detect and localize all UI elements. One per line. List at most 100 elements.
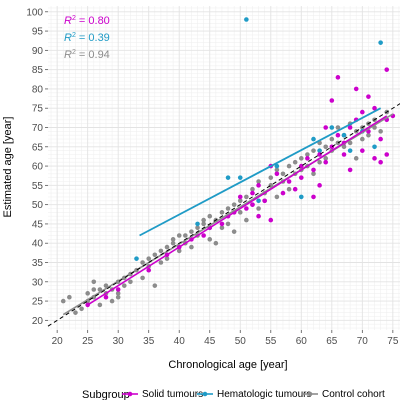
y-tick-label: 75 xyxy=(32,104,44,115)
data-point xyxy=(347,148,353,153)
data-point xyxy=(378,40,383,45)
grid-minor xyxy=(48,6,400,330)
data-point xyxy=(384,67,390,72)
data-point xyxy=(250,186,255,192)
y-tick-label: 30 xyxy=(32,277,44,288)
data-point xyxy=(335,75,341,80)
data-point xyxy=(237,175,243,180)
data-point xyxy=(152,252,158,258)
data-point xyxy=(298,194,304,200)
data-point xyxy=(115,291,121,296)
data-point xyxy=(231,229,237,234)
data-point xyxy=(372,156,377,161)
legend-label: Hematologic tumours xyxy=(217,389,311,400)
data-point xyxy=(121,283,127,288)
data-point xyxy=(201,217,206,223)
data-point xyxy=(140,275,145,281)
data-point xyxy=(353,156,359,161)
data-point xyxy=(164,256,170,261)
x-tick-label: 55 xyxy=(265,336,277,347)
data-point xyxy=(183,233,188,238)
data-point xyxy=(103,283,109,288)
lines-layer xyxy=(47,103,400,327)
data-point xyxy=(256,183,261,188)
data-point xyxy=(347,167,353,173)
y-tick-label: 95 xyxy=(32,27,44,38)
data-point xyxy=(286,163,292,169)
y-tick-label: 35 xyxy=(32,258,44,269)
data-point xyxy=(164,244,170,250)
y-tick-label: 25 xyxy=(32,297,44,308)
data-point xyxy=(115,294,121,300)
y-tick-label: 90 xyxy=(32,46,44,57)
y-tick-label: 70 xyxy=(32,123,44,134)
data-point xyxy=(329,144,335,150)
y-axis-ticks: 20 25 30 35 40 45 50 55 60 65 70 75 80 85 90 95 100 xyxy=(26,7,48,327)
data-point xyxy=(366,94,371,99)
data-point xyxy=(298,175,304,180)
data-point xyxy=(244,206,249,211)
data-point xyxy=(85,291,90,296)
data-point xyxy=(323,159,329,165)
data-point xyxy=(378,136,383,142)
x-tick-label: 65 xyxy=(326,336,338,347)
data-point xyxy=(274,171,280,177)
data-point xyxy=(176,233,182,238)
data-point xyxy=(311,171,316,177)
data-point xyxy=(219,225,225,231)
data-point xyxy=(237,210,243,215)
data-point xyxy=(158,260,164,265)
data-point xyxy=(237,194,243,200)
r2-annotations: R2 = 0.80 R2 = 0.39 R2 = 0.94 xyxy=(64,15,110,61)
data-point xyxy=(341,152,347,157)
data-point xyxy=(329,98,335,103)
r2-annotation: R2 = 0.80 xyxy=(64,15,110,27)
data-point xyxy=(97,302,103,308)
data-point xyxy=(378,159,383,165)
x-axis-ticks: 20 25 30 35 40 45 50 55 60 65 70 75 xyxy=(52,330,399,347)
data-point xyxy=(280,190,286,196)
data-point xyxy=(360,136,365,142)
data-point xyxy=(256,198,261,204)
data-point xyxy=(79,306,84,312)
x-tick-label: 40 xyxy=(174,336,186,347)
x-tick-label: 70 xyxy=(357,336,369,347)
data-point xyxy=(311,136,316,142)
y-tick-label: 20 xyxy=(32,316,44,327)
x-tick-label: 75 xyxy=(387,336,399,347)
data-point xyxy=(317,148,322,153)
data-point xyxy=(384,152,390,157)
legend-title: Subgroup xyxy=(82,389,130,400)
data-point xyxy=(189,244,194,250)
fit-line xyxy=(87,115,388,306)
data-point xyxy=(286,186,292,192)
data-point xyxy=(244,17,249,22)
data-point xyxy=(341,144,347,150)
data-point xyxy=(244,217,249,223)
x-tick-label: 45 xyxy=(204,336,216,347)
data-point xyxy=(353,86,359,92)
data-point xyxy=(335,140,341,146)
data-point xyxy=(366,132,371,138)
data-point xyxy=(201,233,206,238)
data-point xyxy=(195,221,200,227)
data-point xyxy=(311,194,316,200)
data-point xyxy=(274,163,280,169)
data-point xyxy=(256,213,261,219)
x-tick-label: 20 xyxy=(52,336,64,347)
r2-annotation: R2 = 0.94 xyxy=(64,49,110,61)
data-point xyxy=(213,240,219,246)
data-point xyxy=(146,267,152,273)
y-tick-label: 100 xyxy=(26,7,43,18)
y-tick-label: 55 xyxy=(32,181,44,192)
r2-annotation: R2 = 0.39 xyxy=(64,32,110,44)
data-point xyxy=(103,294,109,300)
legend-label: Control cohort xyxy=(322,389,385,400)
data-point xyxy=(305,152,310,157)
data-point xyxy=(335,125,341,130)
data-point xyxy=(347,140,353,146)
data-point xyxy=(323,144,329,150)
data-point xyxy=(189,229,194,234)
data-point xyxy=(231,202,237,207)
